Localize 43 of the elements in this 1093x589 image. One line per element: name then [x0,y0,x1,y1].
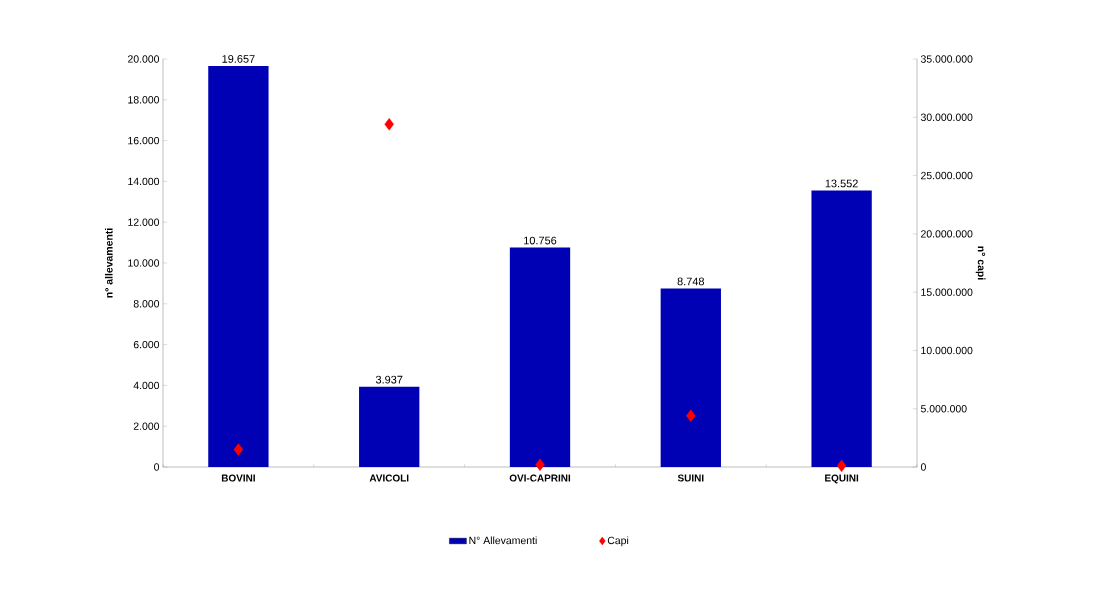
data-label: 3.937 [375,375,403,384]
y-tick-label: 2.000 [133,422,160,430]
y2-tick-label: 30.000.000 [920,113,973,121]
x-tick-label: EQUINI [825,474,859,484]
y-tick-label: 10.000 [128,259,160,267]
legend-label: N° Allevamenti [469,536,537,545]
y-tick-label: 6.000 [133,340,160,349]
y2-tick-label: 0 [920,463,926,471]
y-tick-label: 14.000 [128,177,160,186]
bar [811,190,872,467]
y-tick-label: 16.000 [128,136,160,145]
y-tick-label: 18.000 [128,96,160,104]
point [686,409,696,422]
y-tick-label: 4.000 [133,381,160,390]
x-tick-label: BOVINI [221,474,255,482]
data-label: 19.657 [222,55,255,63]
y2-axis-title: n° capi [975,246,986,280]
y2-tick-label: 10.000.000 [921,346,973,355]
point [233,443,244,456]
y-axis-title: n° allevamenti [104,228,113,298]
x-tick-label: OVI-CAPRINI [509,474,571,482]
point [384,118,394,131]
bar [359,386,420,467]
x-tick-label: SUINI [677,474,704,482]
y2-tick-label: 35.000.000 [920,55,973,63]
y-tick-label: 12.000 [128,218,160,226]
y2-tick-label: 20.000.000 [921,230,973,238]
data-label: 8.748 [677,277,705,286]
data-label: 10.756 [524,236,557,245]
bar [509,247,571,467]
data-label: 13.552 [825,179,858,188]
point [836,459,847,473]
x-tick-label: AVICOLI [369,474,409,482]
point [535,458,545,471]
y2-tick-label: 5.000.000 [920,405,967,413]
y2-tick-label: 15.000.000 [921,288,973,296]
bar [208,65,269,467]
y-tick-label: 20.000 [128,55,160,63]
y-tick-label: 0 [154,463,160,471]
bar [660,288,721,467]
y-tick-label: 8.000 [133,300,160,308]
legend-label: Capi [607,536,629,547]
y2-tick-label: 25.000.000 [921,171,973,180]
